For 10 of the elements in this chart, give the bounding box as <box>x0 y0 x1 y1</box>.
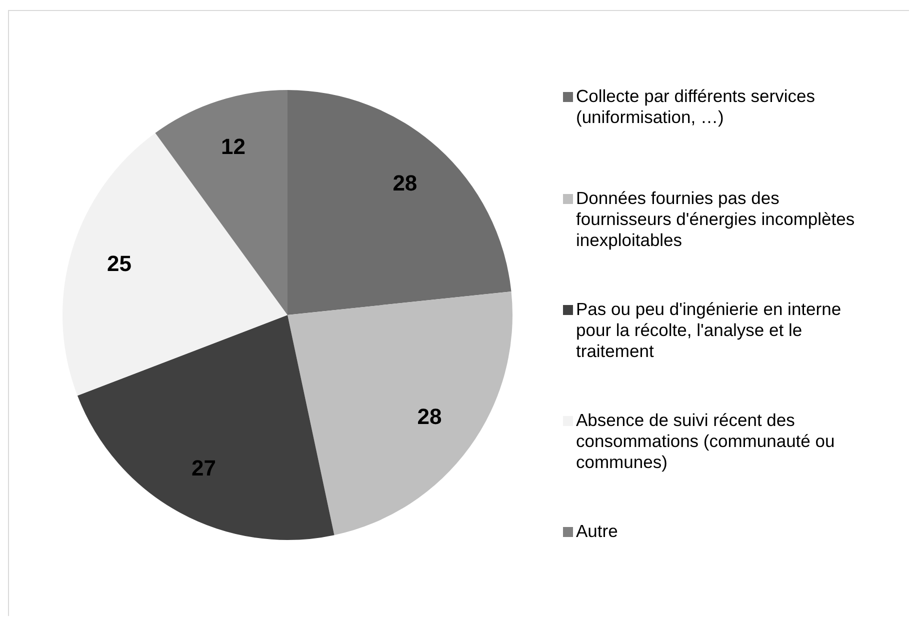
data-label: 25 <box>106 251 132 276</box>
data-label: 27 <box>192 455 216 480</box>
legend-label: Pas ou peu d'ingénierie en interne pour la récolte, l'analyse et le traitement <box>576 299 842 362</box>
legend-label: Autre <box>576 521 618 542</box>
legend-label: Données fournies pas des fournisseurs d'énergies incomplètes inexploitables <box>576 188 856 251</box>
data-label: 28 <box>392 170 418 196</box>
data-label: 12 <box>221 134 246 160</box>
legend-label: Absence de suivi récent des consommations (communauté ou communes) <box>576 410 836 473</box>
data-label: 28 <box>417 404 442 430</box>
legend-label: Collecte par différents services (uniformisation, …) <box>576 86 816 128</box>
